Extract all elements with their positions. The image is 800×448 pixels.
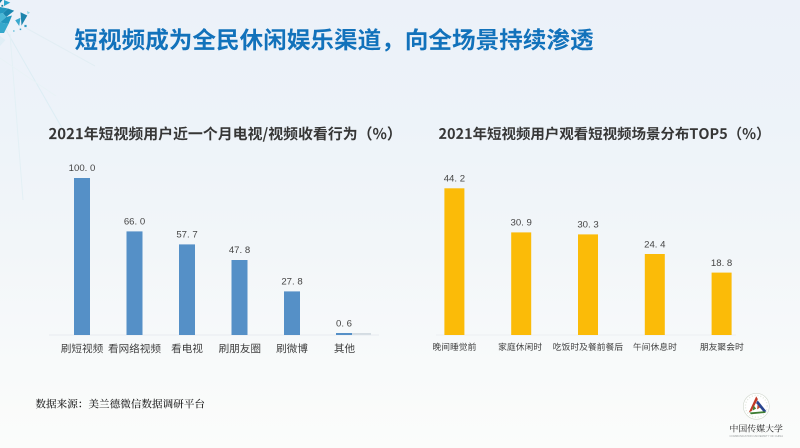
svg-text:30. 3: 30. 3 bbox=[577, 220, 598, 231]
svg-text:47. 8: 47. 8 bbox=[229, 245, 250, 256]
svg-text:100. 0: 100. 0 bbox=[69, 163, 96, 174]
svg-text:66. 0: 66. 0 bbox=[124, 216, 145, 227]
svg-text:COMMUNICATION UNIVERSITY OF CH: COMMUNICATION UNIVERSITY OF CHINA bbox=[730, 434, 784, 438]
svg-text:0. 6: 0. 6 bbox=[336, 319, 352, 330]
svg-text:57. 7: 57. 7 bbox=[176, 229, 197, 240]
svg-text:30. 9: 30. 9 bbox=[511, 218, 532, 229]
svg-text:44. 2: 44. 2 bbox=[444, 174, 465, 185]
svg-text:18. 8: 18. 8 bbox=[711, 258, 732, 269]
svg-text:27. 8: 27. 8 bbox=[281, 276, 302, 287]
svg-text:24. 4: 24. 4 bbox=[644, 239, 666, 250]
